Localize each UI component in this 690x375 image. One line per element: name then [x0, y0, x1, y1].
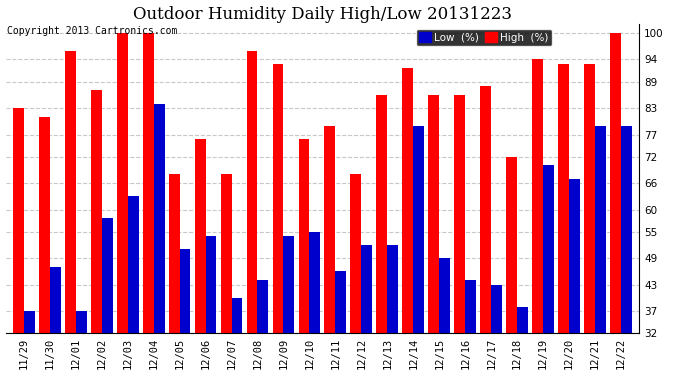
Text: Copyright 2013 Cartronics.com: Copyright 2013 Cartronics.com — [7, 26, 177, 36]
Bar — [543, 165, 554, 375]
Bar — [65, 51, 76, 375]
Bar — [117, 33, 128, 375]
Bar — [558, 64, 569, 375]
Bar — [195, 139, 206, 375]
Bar — [413, 126, 424, 375]
Bar — [168, 174, 179, 375]
Bar — [518, 307, 528, 375]
Bar — [246, 51, 257, 375]
Title: Outdoor Humidity Daily High/Low 20131223: Outdoor Humidity Daily High/Low 20131223 — [133, 6, 512, 22]
Bar — [13, 108, 23, 375]
Bar — [454, 95, 465, 375]
Bar — [206, 236, 217, 375]
Bar — [39, 117, 50, 375]
Bar — [221, 174, 232, 375]
Bar — [377, 95, 387, 375]
Bar — [324, 126, 335, 375]
Bar — [273, 64, 284, 375]
Bar — [257, 280, 268, 375]
Bar — [569, 179, 580, 375]
Bar — [101, 219, 112, 375]
Bar — [387, 245, 398, 375]
Bar — [584, 64, 595, 375]
Bar — [351, 174, 362, 375]
Bar — [284, 236, 295, 375]
Bar — [179, 249, 190, 375]
Bar — [128, 196, 139, 375]
Bar — [532, 60, 543, 375]
Bar — [50, 267, 61, 375]
Bar — [506, 157, 518, 375]
Bar — [154, 104, 164, 375]
Bar — [362, 245, 373, 375]
Bar — [465, 280, 476, 375]
Bar — [309, 232, 320, 375]
Bar — [491, 285, 502, 375]
Bar — [480, 86, 491, 375]
Bar — [621, 126, 632, 375]
Bar — [23, 311, 34, 375]
Bar — [610, 33, 621, 375]
Legend: Low  (%), High  (%): Low (%), High (%) — [415, 29, 552, 46]
Bar — [299, 139, 309, 375]
Bar — [232, 298, 242, 375]
Bar — [402, 68, 413, 375]
Bar — [428, 95, 440, 375]
Bar — [440, 258, 450, 375]
Bar — [335, 272, 346, 375]
Bar — [143, 33, 154, 375]
Bar — [76, 311, 86, 375]
Bar — [595, 126, 606, 375]
Bar — [91, 90, 101, 375]
